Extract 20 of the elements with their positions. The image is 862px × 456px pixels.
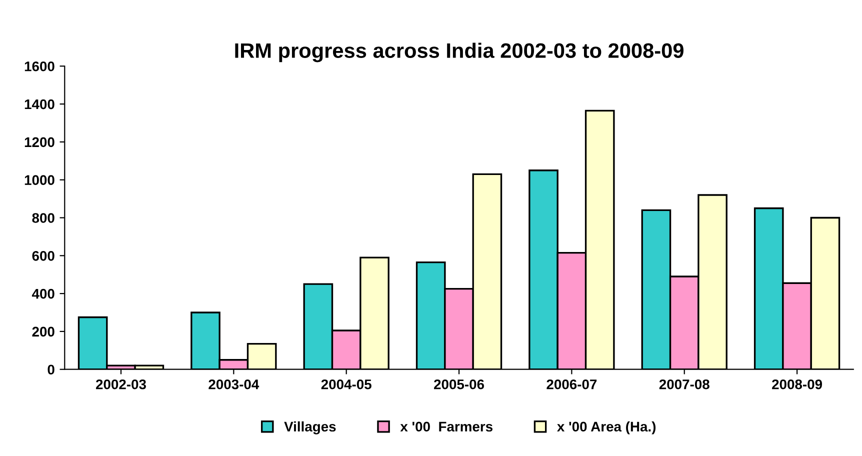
y-tick-label: 1600 — [24, 61, 54, 72]
x-tick-label: 2008-09 — [772, 379, 822, 390]
x-tick-label: 2004-05 — [321, 379, 372, 390]
y-tick-label: 1400 — [24, 99, 54, 110]
y-tick-label: 200 — [32, 326, 54, 337]
x-tick-label: 2007-08 — [659, 379, 710, 390]
chart-title: IRM progress across India 2002-03 to 2008-09 — [235, 42, 684, 62]
legend-label: x '00 Area (Ha.) — [557, 421, 656, 434]
x-tick-label: 2003-04 — [208, 379, 260, 390]
x-tick-label: 2006-07 — [546, 379, 597, 390]
y-tick-label: 1200 — [24, 137, 54, 148]
x-tick-label: 2002-03 — [96, 379, 146, 390]
y-tick-label: 0 — [48, 364, 54, 375]
y-tick-label: 800 — [32, 213, 54, 223]
x-tick-label: 2005-06 — [434, 379, 484, 390]
legend-label: Villages — [284, 421, 336, 434]
y-tick-label: 400 — [32, 288, 54, 299]
y-tick-label: 600 — [32, 250, 54, 261]
legend-label: x '00 Farmers — [400, 422, 492, 432]
y-tick-label: 1000 — [24, 175, 54, 186]
